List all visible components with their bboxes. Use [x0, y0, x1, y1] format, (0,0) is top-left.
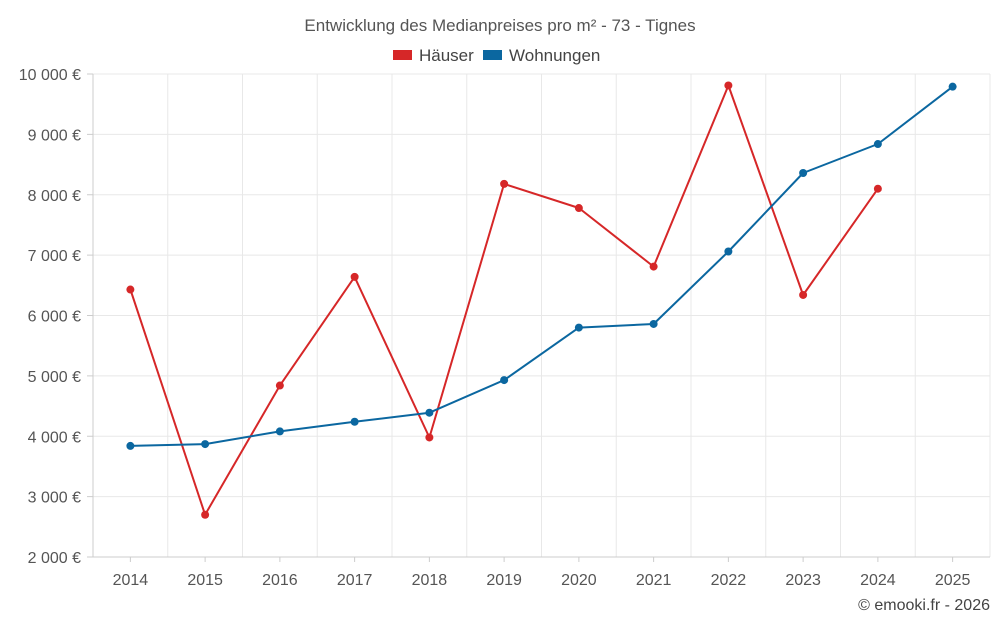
- y-tick-label: 7 000 €: [28, 248, 81, 265]
- data-point-wohnungen[interactable]: [799, 169, 808, 178]
- y-tick-label: 8 000 €: [28, 188, 81, 205]
- series-haeuser: [126, 81, 882, 519]
- x-tick-label: 2018: [412, 572, 448, 589]
- x-tick-label: 2021: [636, 572, 672, 589]
- y-axis: 2 000 € 3 000 € 4 000 € 5 000 € 6 000 € 7 000…: [19, 67, 94, 567]
- y-tick-label: 5 000 €: [28, 369, 81, 386]
- y-tick-label: 9 000 €: [28, 127, 81, 144]
- data-point-wohnungen[interactable]: [425, 408, 434, 417]
- y-tick-label: 3 000 €: [28, 490, 81, 507]
- legend-swatch-wohnungen[interactable]: [483, 50, 502, 60]
- x-tick-label: 2025: [935, 572, 971, 589]
- x-tick-label: 2022: [711, 572, 747, 589]
- series-wohnungen: [126, 82, 957, 450]
- x-tick-label: 2024: [860, 572, 896, 589]
- x-tick-label: 2023: [785, 572, 821, 589]
- y-tick-label: 4 000 €: [28, 429, 81, 446]
- data-point-haeuser[interactable]: [201, 510, 210, 519]
- data-point-wohnungen[interactable]: [500, 376, 509, 385]
- legend-label-haeuser[interactable]: Häuser: [419, 46, 474, 65]
- y-tick-label: 10 000 €: [19, 67, 81, 84]
- series-line-wohnungen: [130, 85, 954, 447]
- x-tick-label: 2017: [337, 572, 373, 589]
- data-point-haeuser[interactable]: [724, 81, 733, 90]
- y-tick-label: 2 000 €: [28, 550, 81, 567]
- y-tick-label: 6 000 €: [28, 309, 81, 326]
- data-point-haeuser[interactable]: [425, 433, 434, 442]
- data-point-wohnungen[interactable]: [201, 440, 210, 449]
- data-point-wohnungen[interactable]: [948, 82, 957, 91]
- data-point-haeuser[interactable]: [350, 272, 359, 281]
- data-point-wohnungen[interactable]: [873, 140, 882, 149]
- x-axis: 2014 2015 2016 2017 2018 2019 2020 2021 2022 2023…: [93, 556, 990, 589]
- credit-text: © emooki.fr - 2026: [858, 597, 990, 614]
- data-point-haeuser[interactable]: [799, 290, 808, 299]
- x-tick-label: 2014: [113, 572, 149, 589]
- grid: [92, 73, 991, 558]
- data-point-haeuser[interactable]: [873, 184, 882, 193]
- x-tick-label: 2015: [187, 572, 223, 589]
- legend: Häuser Wohnungen: [393, 46, 600, 65]
- x-tick-label: 2019: [486, 572, 522, 589]
- legend-label-wohnungen[interactable]: Wohnungen: [509, 46, 600, 65]
- data-point-haeuser[interactable]: [574, 204, 583, 213]
- data-point-haeuser[interactable]: [649, 262, 658, 271]
- data-point-wohnungen[interactable]: [724, 247, 733, 256]
- data-point-wohnungen[interactable]: [126, 441, 135, 450]
- data-point-wohnungen[interactable]: [350, 417, 359, 426]
- chart-title: Entwicklung des Medianpreises pro m² - 7…: [304, 16, 695, 35]
- data-point-haeuser[interactable]: [275, 381, 284, 390]
- data-point-wohnungen[interactable]: [574, 323, 583, 332]
- data-point-wohnungen[interactable]: [275, 427, 284, 436]
- series-layer: [126, 81, 957, 519]
- data-point-haeuser[interactable]: [500, 179, 509, 188]
- x-tick-label: 2020: [561, 572, 597, 589]
- legend-swatch-haeuser[interactable]: [393, 50, 412, 60]
- data-point-wohnungen[interactable]: [649, 319, 658, 328]
- data-point-haeuser[interactable]: [126, 285, 135, 294]
- x-tick-label: 2016: [262, 572, 298, 589]
